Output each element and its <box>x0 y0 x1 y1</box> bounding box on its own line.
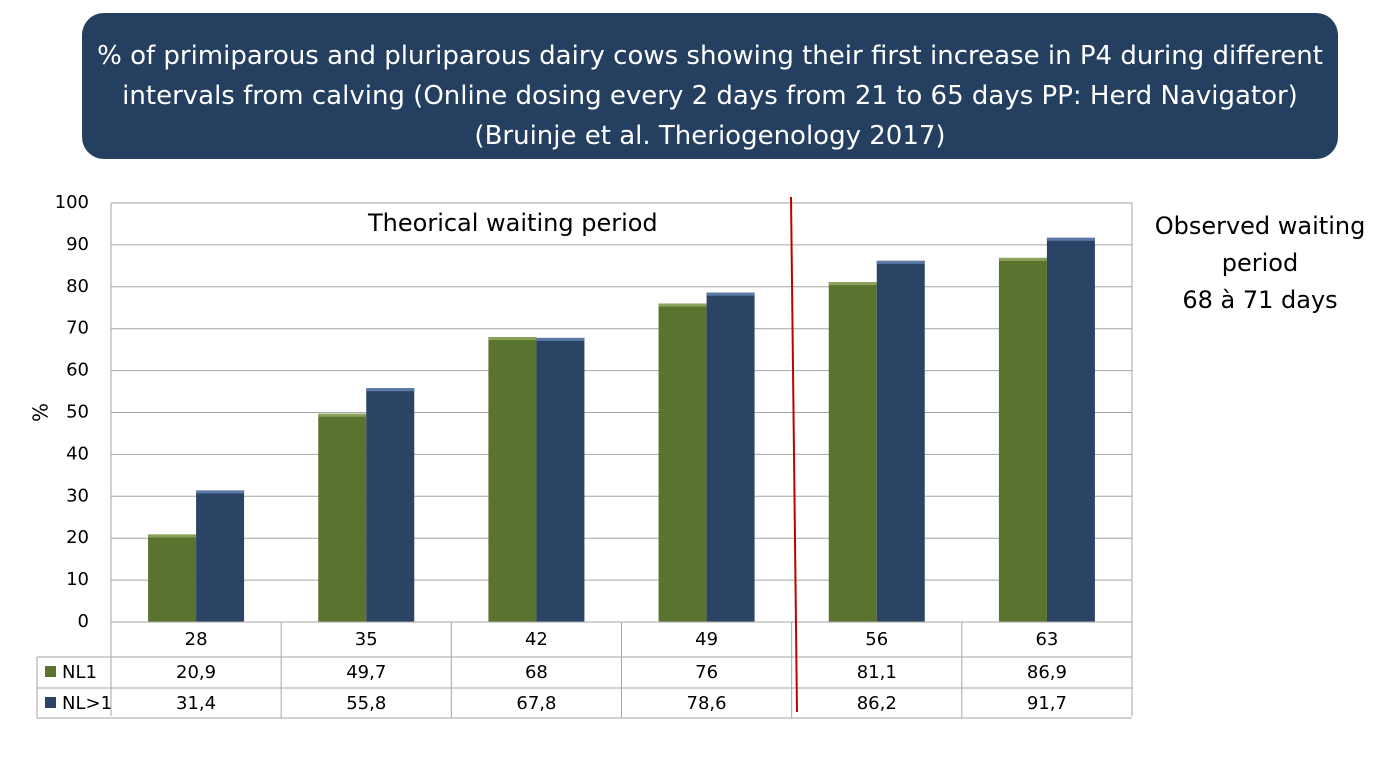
theoretical-waiting-label: Theorical waiting period <box>368 209 658 237</box>
y-tick-label: 10 <box>66 569 89 590</box>
data-label-nl1: 81,1 <box>857 662 897 683</box>
data-label-nl-gt1: 31,4 <box>176 693 216 714</box>
legend-swatch-nl1 <box>45 666 56 677</box>
x-tick-label: 35 <box>355 629 378 650</box>
observed-waiting-label: Observed waiting period 68 à 71 days <box>1145 208 1375 319</box>
title-line-2: intervals from calving (Online dosing ev… <box>122 81 1298 111</box>
y-tick-label: 70 <box>66 318 89 339</box>
title-line-3: (Bruinje et al. Theriogenology 2017) <box>474 121 946 151</box>
bar-nl1 <box>318 413 367 622</box>
bar-top-nl1 <box>658 303 707 307</box>
data-label-nl-gt1: 91,7 <box>1027 693 1067 714</box>
bar-top-nl-gt1 <box>536 337 585 341</box>
bar-top-nl1 <box>828 282 877 286</box>
bar-top-nl-gt1 <box>366 388 415 392</box>
x-tick-label: 63 <box>1035 629 1058 650</box>
observed-line-2: period <box>1221 249 1299 277</box>
bar-top-nl-gt1 <box>1046 237 1095 241</box>
y-tick-label: 20 <box>66 527 89 548</box>
y-tick-label: 30 <box>66 485 89 506</box>
y-tick-label: 100 <box>55 192 89 213</box>
y-tick-label: 40 <box>66 443 89 464</box>
data-label-nl1: 49,7 <box>346 662 386 683</box>
bar-nl-gt1 <box>196 490 245 622</box>
y-tick-label: 50 <box>66 402 89 423</box>
waiting-period-divider <box>790 196 798 713</box>
y-tick-label: 0 <box>78 611 89 632</box>
data-label-nl1: 76 <box>695 662 718 683</box>
bar-nl1 <box>658 303 707 622</box>
bar-nl1 <box>828 282 877 622</box>
bar-nl-gt1 <box>366 388 415 622</box>
legend-label-nl-gt1: NL>1 <box>62 693 112 714</box>
legend-swatch-nl-gt1 <box>45 697 56 708</box>
bar-top-nl-gt1 <box>196 490 245 494</box>
y-tick-label: 80 <box>66 276 89 297</box>
data-label-nl-gt1: 67,8 <box>516 693 556 714</box>
data-label-nl1: 20,9 <box>176 662 216 683</box>
bar-top-nl-gt1 <box>706 292 755 296</box>
data-label-nl-gt1: 55,8 <box>346 693 386 714</box>
bar-top-nl1 <box>998 257 1047 261</box>
bar-nl1 <box>488 337 537 622</box>
x-tick-label: 28 <box>185 629 208 650</box>
bar-nl-gt1 <box>706 292 755 622</box>
bar-top-nl1 <box>488 337 537 341</box>
title-banner: % of primiparous and pluriparous dairy c… <box>82 13 1338 159</box>
title-line-1: % of primiparous and pluriparous dairy c… <box>97 41 1323 71</box>
x-tick-label: 56 <box>865 629 888 650</box>
bar-nl-gt1 <box>536 337 585 622</box>
y-axis-title: % <box>29 403 53 422</box>
data-label-nl1: 86,9 <box>1027 662 1067 683</box>
observed-line-3: 68 à 71 days <box>1182 286 1338 314</box>
bar-nl-gt1 <box>1046 237 1095 623</box>
x-tick-label: 42 <box>525 629 548 650</box>
bar-nl1 <box>998 257 1047 622</box>
data-label-nl1: 68 <box>525 662 548 683</box>
bar-top-nl1 <box>318 413 367 417</box>
bar-top-nl1 <box>148 534 197 538</box>
data-label-nl-gt1: 78,6 <box>687 693 727 714</box>
observed-line-1: Observed waiting <box>1154 212 1366 240</box>
y-tick-label: 90 <box>66 234 89 255</box>
bar-top-nl-gt1 <box>876 260 925 264</box>
bar-nl-gt1 <box>876 260 925 622</box>
y-tick-label: 60 <box>66 360 89 381</box>
data-label-nl-gt1: 86,2 <box>857 693 897 714</box>
bar-nl1 <box>148 534 197 622</box>
x-tick-label: 49 <box>695 629 718 650</box>
legend-label-nl1: NL1 <box>62 662 97 683</box>
